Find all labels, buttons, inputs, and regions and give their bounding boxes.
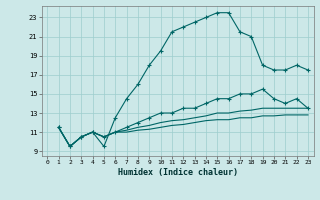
X-axis label: Humidex (Indice chaleur): Humidex (Indice chaleur)	[118, 168, 237, 177]
